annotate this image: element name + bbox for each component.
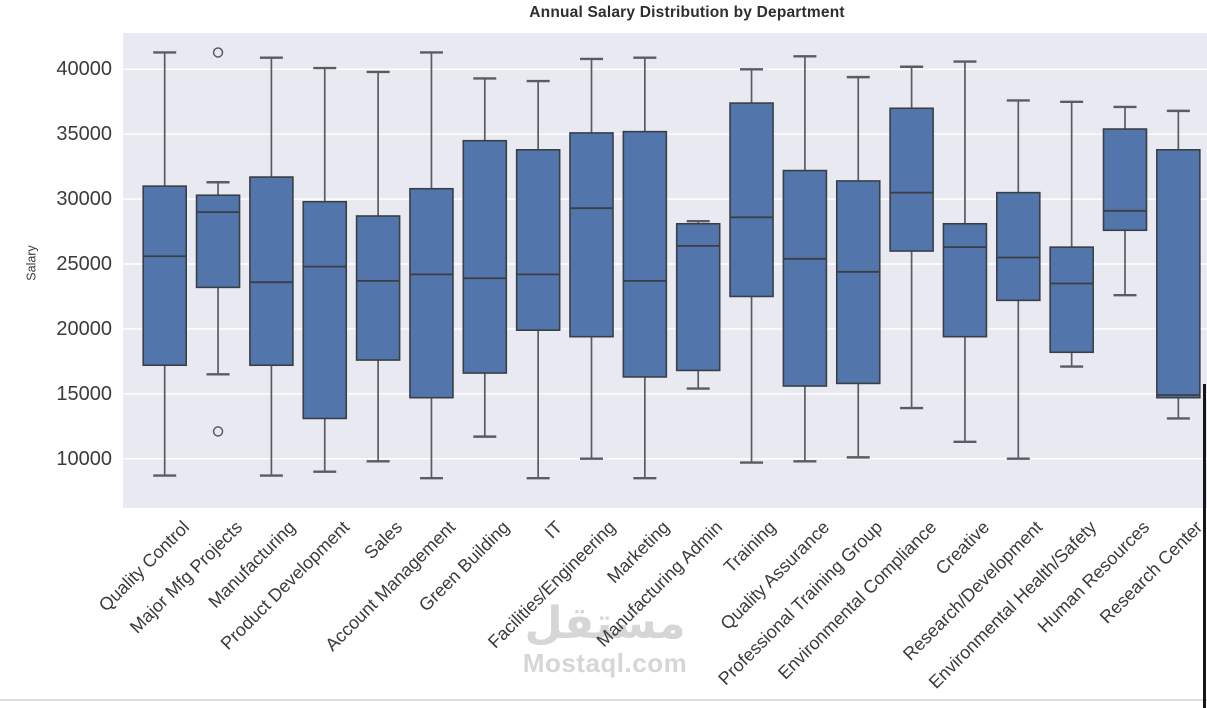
screen-edge-artifact: [1203, 384, 1206, 708]
watermark: مستقل Mostaql.com: [475, 599, 735, 679]
y-tick-label: 10000: [56, 447, 112, 470]
y-tick-label: 15000: [56, 382, 112, 405]
chart-title: Annual Salary Distribution by Department: [529, 4, 845, 21]
y-tick-label: 25000: [56, 253, 112, 275]
y-tick-label: 40000: [56, 58, 112, 81]
watermark-site-text: Mostaql.com: [522, 648, 688, 678]
y-tick-label: 35000: [56, 123, 112, 146]
y-tick-label: 20000: [56, 317, 112, 340]
bottom-divider: [0, 699, 1207, 701]
watermark-logo: مستقل: [524, 599, 686, 648]
y-tick-label: 30000: [56, 188, 112, 211]
